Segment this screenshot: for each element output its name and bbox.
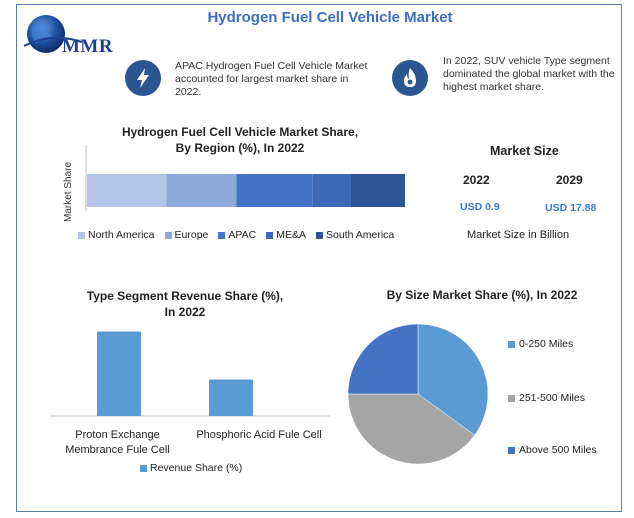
pie-slice-2 xyxy=(347,323,419,395)
type-legend-label: Revenue Share (%) xyxy=(150,462,243,474)
pie-legend-label-0: 0-250 Miles xyxy=(519,338,574,350)
region-legend-item-3: ME&A xyxy=(266,229,306,241)
type-legend-item: Revenue Share (%) xyxy=(140,462,242,474)
region-legend-label-1: Europe xyxy=(174,229,209,241)
region-legend-item-0: North America xyxy=(78,229,155,241)
region-legend-swatch-2 xyxy=(218,231,226,239)
size-chart-title: By Size Market Share (%), In 2022 xyxy=(386,288,578,302)
type-category-label-1: Proton Exchange Membrance Fule Cell xyxy=(55,428,180,458)
pie-legend-item-2: Above 500 Miles xyxy=(508,444,597,456)
region-legend-item-2: APAC xyxy=(218,229,256,241)
logo-text: MMR xyxy=(62,36,114,57)
fact-apac: APAC Hydrogen Fuel Cell Vehicle Market a… xyxy=(175,60,368,98)
region-bar-segment-4 xyxy=(350,174,405,207)
type-chart-title: Type Segment Revenue Share (%), In 2022 xyxy=(65,288,305,320)
pie-legend-swatch-0 xyxy=(508,340,515,348)
region-bar-segment-3 xyxy=(312,174,351,207)
region-stacked-bar-chart xyxy=(85,145,405,211)
region-bar-segment-0 xyxy=(87,174,167,207)
flame-icon xyxy=(392,60,428,96)
region-legend-swatch-3 xyxy=(266,231,274,239)
region-bar-segment-1 xyxy=(166,174,237,207)
market-size-unit-label: Market Size in Billion xyxy=(467,229,570,241)
type-bar-1 xyxy=(209,379,253,416)
pie-legend-swatch-1 xyxy=(508,394,515,402)
type-chart-legend: Revenue Share (%) xyxy=(140,462,242,474)
region-chart-ylabel: Market Share xyxy=(63,161,74,222)
lightning-icon xyxy=(125,60,161,96)
pie-legend-label-2: Above 500 Miles xyxy=(519,444,597,456)
region-legend-label-4: South America xyxy=(325,229,395,241)
pie-slice-0 xyxy=(417,323,489,436)
mmr-logo xyxy=(22,12,142,62)
pie-legend-label-1: 251-500 Miles xyxy=(519,392,585,404)
region-chart-legend: North America Europe APAC ME&A South America xyxy=(78,229,394,241)
page-title: Hydrogen Fuel Cell Vehicle Market xyxy=(207,9,453,26)
infographic-frame xyxy=(16,4,622,512)
type-category-label-2: Phosphoric Acid Fule Cell xyxy=(185,428,333,443)
region-legend-item-4: South America xyxy=(315,229,395,241)
region-chart-title-line-2: By Region (%), In 2022 xyxy=(175,141,305,155)
market-size-year-2022: 2022 xyxy=(463,173,490,187)
type-bar-0 xyxy=(97,331,141,416)
pie-legend-item-0: 0-250 Miles xyxy=(508,338,573,350)
type-category-1-line-2: Membrance Fule Cell xyxy=(65,444,170,456)
region-legend-label-3: ME&A xyxy=(276,229,306,241)
market-size-year-2029: 2029 xyxy=(556,173,583,187)
size-pie-chart xyxy=(347,323,489,465)
region-legend-label-2: APAC xyxy=(228,229,257,241)
market-size-title: Market Size xyxy=(490,144,559,158)
region-legend-swatch-4 xyxy=(315,231,323,239)
type-bar-chart xyxy=(50,331,330,417)
type-category-1-line-1: Proton Exchange xyxy=(75,429,160,441)
region-legend-item-1: Europe xyxy=(164,229,209,241)
pie-slice-1 xyxy=(347,393,475,465)
market-size-value-2029: USD 17.88 xyxy=(545,202,597,214)
region-legend-swatch-1 xyxy=(164,231,172,239)
market-size-value-2022: USD 0.9 xyxy=(460,201,500,213)
region-bar-segment-2 xyxy=(236,174,313,207)
region-legend-label-0: North America xyxy=(88,229,155,241)
region-legend-swatch-0 xyxy=(78,231,85,239)
region-chart-title-line-1: Hydrogen Fuel Cell Vehicle Market Share, xyxy=(121,125,359,139)
type-chart-title-line-1: Type Segment Revenue Share (%), xyxy=(86,289,284,303)
pie-legend-swatch-2 xyxy=(508,446,515,454)
type-chart-title-line-2: In 2022 xyxy=(164,305,206,319)
region-chart-title: Hydrogen Fuel Cell Vehicle Market Share,… xyxy=(100,124,380,156)
type-category-2-line-1: Phosphoric Acid Fule Cell xyxy=(196,429,322,441)
pie-legend-item-1: 251-500 Miles xyxy=(508,392,585,404)
fact-suv: In 2022, SUV vehicle Type segment domina… xyxy=(443,55,615,93)
type-legend-swatch xyxy=(140,464,147,472)
